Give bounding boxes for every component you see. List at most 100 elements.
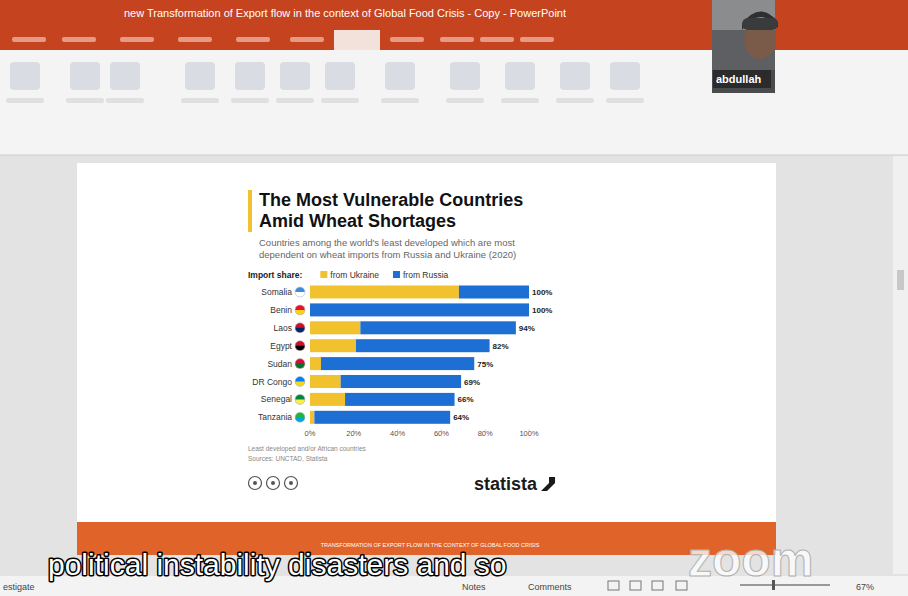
tab-blur [390,37,424,42]
ribbon-label-blur [181,98,219,103]
text-line: dependent on wheat imports from Russia a… [259,249,516,260]
tab-blur [290,37,324,42]
flag [295,305,305,315]
license-icon [267,477,280,490]
bar [360,321,515,334]
text-line: Countries among the world's least develo… [259,237,515,248]
title-accent [248,190,252,232]
tab-blur [12,37,46,42]
ribbon-label-blur [231,98,269,103]
category-label: Somalia [261,287,292,297]
flag [295,364,305,369]
notes-button[interactable]: Notes [462,582,486,592]
scrollbar [893,156,908,574]
ribbon-icon [185,62,215,90]
bar [345,393,455,406]
name-tag-bg [713,70,771,88]
total-label: 94% [519,324,535,333]
flag [295,287,305,297]
webcam-shoulders [712,70,775,93]
bar [310,286,459,299]
window-title: new Transformation of Export flow in the… [124,7,566,19]
ribbon-icon [235,62,265,90]
flag [295,323,305,333]
chart: The Most Vulnerable CountriesAmid Wheat … [237,180,563,500]
category-label: Senegal [261,394,292,404]
flag [295,305,305,315]
zoom-level: 67% [856,582,874,592]
webcam-cap [742,11,778,30]
flag [295,341,305,351]
total-label: 75% [477,360,493,369]
legend-swatch [393,271,400,278]
ribbon-label-blur [381,98,419,103]
participant-name: abdullah [716,73,762,85]
chart-background [237,180,563,500]
view-icon [608,581,619,590]
slide [77,163,776,555]
license-icon [271,481,275,485]
caption: political instability disasters and so [48,548,507,581]
bar [310,411,314,424]
category-label: Benin [270,305,292,315]
ribbon-icon [610,62,640,90]
x-tick-label: 60% [434,429,449,438]
flag [295,359,305,369]
ribbon-label-blur [6,98,44,103]
ribbon-label-blur [501,98,539,103]
total-label: 66% [458,395,474,404]
flag [295,394,305,404]
tab-blur [62,37,96,42]
flag [295,346,305,351]
category-label: Egypt [270,341,292,351]
ribbon-icon [280,62,310,90]
screen: new Transformation of Export flow in the… [0,0,908,596]
bar [310,321,360,334]
flag [295,323,305,333]
chart-source: Sources: UNCTAD, Statista [248,455,328,462]
bar [310,357,321,370]
flag [295,417,305,422]
x-tick-label: 0% [305,429,316,438]
flag [295,412,305,422]
total-label: 100% [532,288,552,297]
webcam-cap [742,18,778,30]
brand: statista [474,474,538,494]
tab-blur [236,37,270,42]
text-line: The Most Vulnerable Countries [259,190,523,210]
license-icon [289,481,293,485]
x-tick-label: 100% [519,429,539,438]
zoom-watermark: zoom [688,533,813,586]
legend-label: from Ukraine [330,270,379,280]
bar [321,357,474,370]
bar [356,339,490,352]
ribbon-label-blur [276,98,314,103]
bar [310,375,341,388]
tab-blur [440,37,474,42]
tab-blur [520,37,554,42]
status-text: estigate [3,582,35,592]
ribbon-icon [325,62,355,90]
flag [295,394,305,404]
background [0,0,908,596]
legend-title: Import share: [248,270,302,280]
tab-blur [120,37,154,42]
bar [459,286,529,299]
chart-subtitle: Countries among the world's least develo… [259,237,516,260]
bar [310,303,529,316]
ribbon-icon [70,62,100,90]
bar [314,411,450,424]
comments-button[interactable]: Comments [528,582,572,592]
x-tick-label: 80% [478,429,493,438]
flag [295,412,305,422]
flag [295,292,305,297]
flag [295,382,305,387]
flag [295,310,305,315]
license-icon [253,481,257,485]
ribbon-label-blur [606,98,644,103]
chart-note: Least developed and/or African countries [248,445,367,453]
view-icon [630,581,641,590]
category-label: DR Congo [252,377,292,387]
ribbon-icon [560,62,590,90]
category-label: Tanzania [258,412,292,422]
